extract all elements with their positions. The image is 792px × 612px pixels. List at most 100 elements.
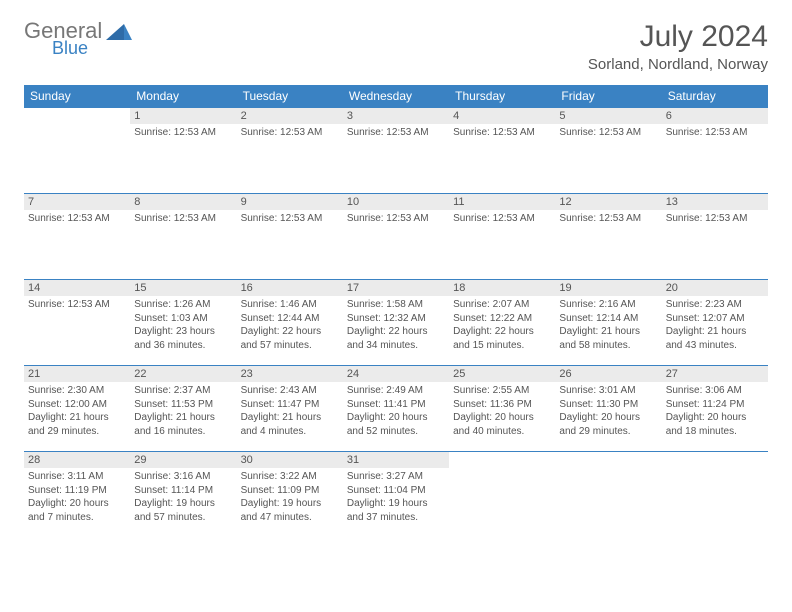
calendar-day-cell [449,452,555,538]
day-detail-line: Sunset: 11:41 PM [347,398,445,412]
calendar-week-row: 14Sunrise: 12:53 AM15Sunrise: 1:26 AMSun… [24,280,768,366]
calendar-day-cell: 13Sunrise: 12:53 AM [662,194,768,280]
calendar-day-cell: 16Sunrise: 1:46 AMSunset: 12:44 AMDaylig… [237,280,343,366]
day-number: 15 [130,280,236,296]
day-detail-line: Sunrise: 12:53 AM [347,212,445,226]
calendar-week-row: 7Sunrise: 12:53 AM8Sunrise: 12:53 AM9Sun… [24,194,768,280]
day-details: Sunrise: 1:26 AMSunset: 1:03 AMDaylight:… [130,296,236,354]
calendar-day-cell: 30Sunrise: 3:22 AMSunset: 11:09 PMDaylig… [237,452,343,538]
calendar-day-cell: 28Sunrise: 3:11 AMSunset: 11:19 PMDaylig… [24,452,130,538]
day-detail-line: Sunrise: 2:30 AM [28,384,126,398]
calendar-body: 1Sunrise: 12:53 AM2Sunrise: 12:53 AM3Sun… [24,108,768,538]
day-details [555,468,661,472]
day-number: 6 [662,108,768,124]
day-detail-line: Sunset: 11:53 PM [134,398,232,412]
calendar-day-cell [24,108,130,194]
day-number: 27 [662,366,768,382]
day-details: Sunrise: 2:49 AMSunset: 11:41 PMDaylight… [343,382,449,440]
calendar-day-cell: 29Sunrise: 3:16 AMSunset: 11:14 PMDaylig… [130,452,236,538]
day-detail-line: Sunset: 11:24 PM [666,398,764,412]
day-detail-line: Sunset: 11:36 PM [453,398,551,412]
day-number: 28 [24,452,130,468]
day-details: Sunrise: 12:53 AM [555,210,661,228]
calendar-week-row: 21Sunrise: 2:30 AMSunset: 12:00 AMDaylig… [24,366,768,452]
calendar-day-cell: 4Sunrise: 12:53 AM [449,108,555,194]
calendar-day-cell: 24Sunrise: 2:49 AMSunset: 11:41 PMDaylig… [343,366,449,452]
calendar-day-cell: 27 Sunrise: 3:06 AMSunset: 11:24 PMDaylig… [662,366,768,452]
day-detail-line: Daylight: 23 hours and 36 minutes. [134,325,232,352]
day-detail-line: Sunrise: 3:16 AM [134,470,232,484]
day-details: Sunrise: 1:58 AMSunset: 12:32 AMDaylight… [343,296,449,354]
day-detail-line: Daylight: 21 hours and 29 minutes. [28,411,126,438]
day-number: 8 [130,194,236,210]
day-detail-line: Sunrise: 2:37 AM [134,384,232,398]
calendar-day-cell: 2Sunrise: 12:53 AM [237,108,343,194]
day-details: Sunrise: 12:53 AM [662,210,768,228]
day-header: Sunday [24,85,130,108]
calendar-day-cell: 25Sunrise: 2:55 AMSunset: 11:36 PMDaylig… [449,366,555,452]
day-detail-line: Sunrise: 12:53 AM [559,126,657,140]
day-number: 12 [555,194,661,210]
day-detail-line: Sunrise: 1:46 AM [241,298,339,312]
day-detail-line: Sunrise: 2:49 AM [347,384,445,398]
day-number: 17 [343,280,449,296]
day-number: 1 [130,108,236,124]
day-detail-line: Sunrise: 12:53 AM [241,212,339,226]
day-detail-line: Daylight: 20 hours and 18 minutes. [666,411,764,438]
day-number: 10 [343,194,449,210]
day-header: Tuesday [237,85,343,108]
day-detail-line: Sunset: 12:22 AM [453,312,551,326]
day-detail-line: Daylight: 19 hours and 57 minutes. [134,497,232,524]
calendar-day-cell: 19Sunrise: 2:16 AMSunset: 12:14 AMDaylig… [555,280,661,366]
day-detail-line: Daylight: 22 hours and 15 minutes. [453,325,551,352]
day-number: 30 [237,452,343,468]
day-details: Sunrise: 3:01 AMSunset: 11:30 PMDaylight… [555,382,661,440]
calendar-day-cell: 15Sunrise: 1:26 AMSunset: 1:03 AMDayligh… [130,280,236,366]
day-number: 22 [130,366,236,382]
day-number: 4 [449,108,555,124]
day-number: 3 [343,108,449,124]
day-detail-line: Daylight: 22 hours and 34 minutes. [347,325,445,352]
day-details: Sunrise: 12:53 AM [343,124,449,142]
day-detail-line: Sunrise: 3:01 AM [559,384,657,398]
day-number: 23 [237,366,343,382]
calendar-day-cell: 3Sunrise: 12:53 AM [343,108,449,194]
day-details: Sunrise: 12:53 AM [237,210,343,228]
day-number: 14 [24,280,130,296]
day-details: Sunrise: 12:53 AM [449,210,555,228]
day-detail-line: Sunrise: 12:53 AM [134,126,232,140]
day-detail-line: Sunrise: 1:58 AM [347,298,445,312]
day-details [662,468,768,472]
day-detail-line: Sunrise: 2:07 AM [453,298,551,312]
day-detail-line: Daylight: 21 hours and 16 minutes. [134,411,232,438]
day-details: Sunrise: 1:46 AMSunset: 12:44 AMDaylight… [237,296,343,354]
day-detail-line: Sunrise: 3:06 AM [666,384,764,398]
day-detail-line: Daylight: 21 hours and 4 minutes. [241,411,339,438]
day-details: Sunrise: 3:27 AMSunset: 11:04 PMDaylight… [343,468,449,526]
day-number: 19 [555,280,661,296]
calendar-day-cell: 9Sunrise: 12:53 AM [237,194,343,280]
day-number [555,452,661,468]
day-detail-line: Sunrise: 12:53 AM [134,212,232,226]
day-detail-line: Daylight: 20 hours and 7 minutes. [28,497,126,524]
calendar-day-cell [662,452,768,538]
day-number: 5 [555,108,661,124]
day-details: Sunrise: 3:16 AMSunset: 11:14 PMDaylight… [130,468,236,526]
day-detail-line: Sunset: 1:03 AM [134,312,232,326]
day-detail-line: Sunrise: 1:26 AM [134,298,232,312]
day-detail-line: Daylight: 20 hours and 29 minutes. [559,411,657,438]
day-details: Sunrise: 12:53 AM [130,124,236,142]
day-detail-line: Sunrise: 12:53 AM [666,126,764,140]
day-detail-line: Sunrise: 2:16 AM [559,298,657,312]
day-detail-line: Sunrise: 3:11 AM [28,470,126,484]
day-details: Sunrise: 2:30 AMSunset: 12:00 AMDaylight… [24,382,130,440]
calendar-day-cell: 5 Sunrise: 12:53 AM [555,108,661,194]
day-detail-line: Sunset: 11:09 PM [241,484,339,498]
day-detail-line: Sunset: 12:07 AM [666,312,764,326]
calendar-day-cell: 8 Sunrise: 12:53 AM [130,194,236,280]
day-detail-line: Sunset: 11:47 PM [241,398,339,412]
month-title: July 2024 [588,20,768,54]
day-number [662,452,768,468]
calendar-day-cell: 20Sunrise: 2:23 AMSunset: 12:07 AMDaylig… [662,280,768,366]
day-detail-line: Sunrise: 12:53 AM [28,212,126,226]
